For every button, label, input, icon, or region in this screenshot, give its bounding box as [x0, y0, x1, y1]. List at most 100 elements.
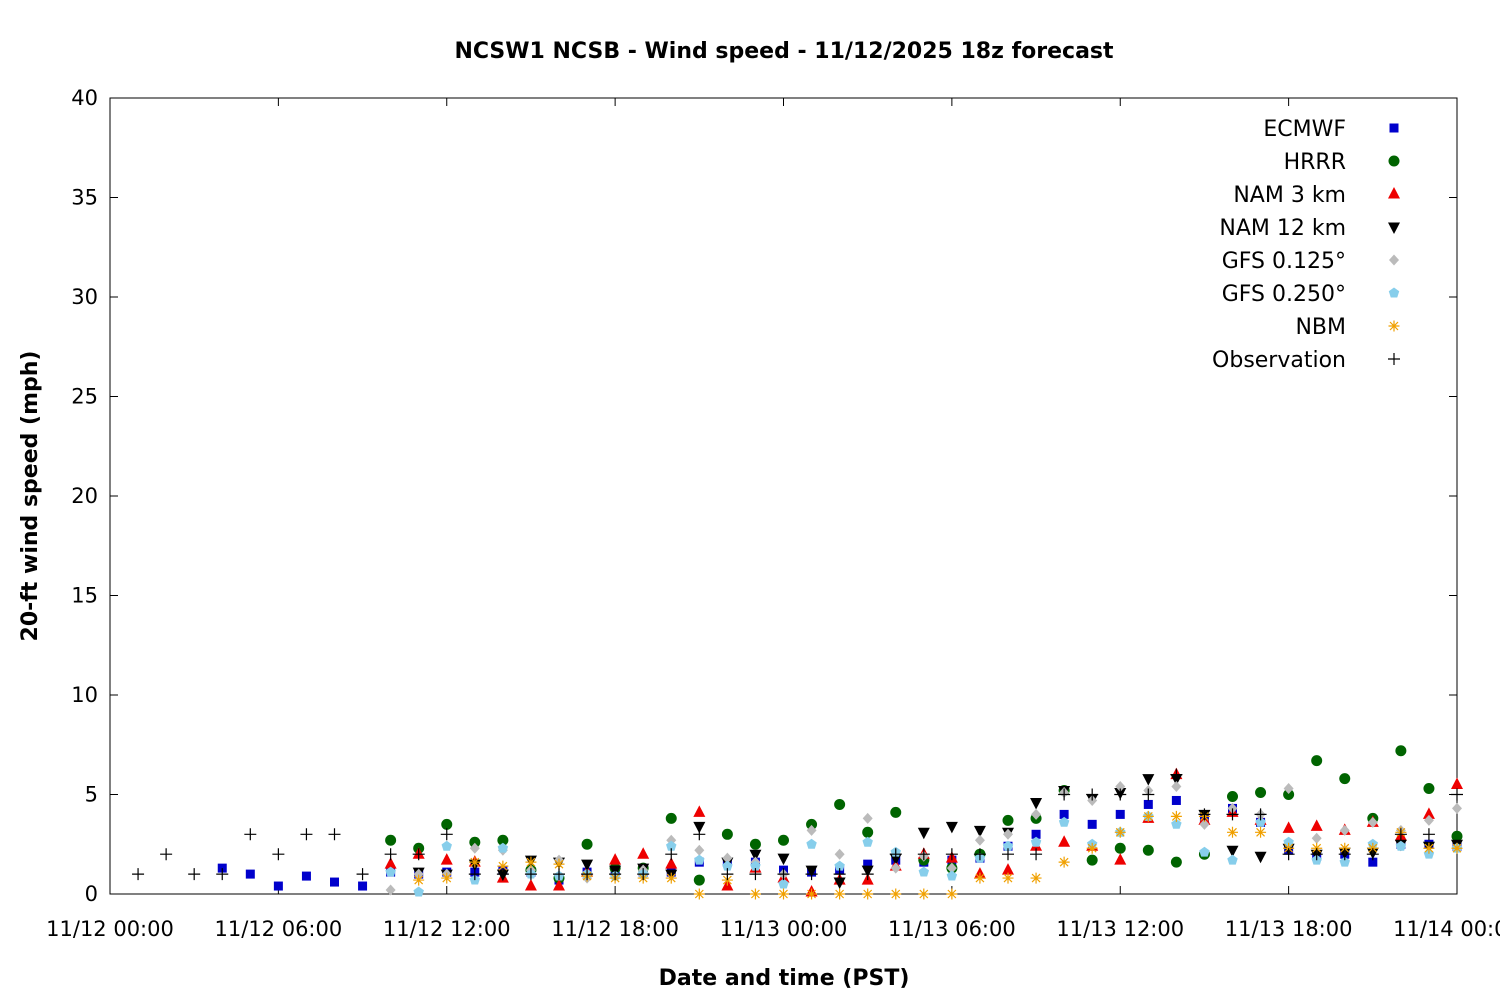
- nbm-point: [778, 888, 789, 900]
- gfs-0-250-point: [1058, 816, 1070, 827]
- observation-point: [272, 848, 285, 861]
- nam-12-km-point: [945, 821, 958, 834]
- y-axis: 0 5 10 15 20 25 30 35 40: [71, 86, 1457, 906]
- legend-marker-gfs-0-125: [1389, 254, 1399, 266]
- observation-point: [1310, 848, 1323, 861]
- nam-12-km-point: [973, 825, 986, 838]
- ecmwf-point: [1059, 809, 1069, 819]
- nam-3-km-point: [524, 879, 537, 891]
- gfs-0-250-point: [666, 840, 677, 851]
- observation-point: [300, 828, 313, 841]
- hrrr-point: [1395, 745, 1407, 757]
- nam-12-km-point: [917, 827, 930, 840]
- legend-label-gfs-0-125: GFS 0.125°: [1222, 249, 1346, 274]
- observation-point: [1198, 808, 1211, 821]
- hrrr-point: [834, 798, 846, 810]
- nam-12-km-point: [1226, 845, 1239, 858]
- ecmwf-point: [1143, 799, 1153, 809]
- gfs-0-125-point: [1423, 814, 1434, 826]
- gfs-0-250-point: [862, 836, 873, 847]
- gfs-0-125-point: [834, 848, 845, 860]
- observation-point: [468, 868, 481, 881]
- nam-12-km-point: [1254, 851, 1267, 864]
- ecmwf-point: [330, 877, 339, 887]
- x-tick-label: 11/13 12:00: [1056, 917, 1184, 941]
- gfs-0-125-point: [1367, 816, 1378, 828]
- legend-label-hrrr: HRRR: [1284, 150, 1346, 175]
- ecmwf-point: [245, 869, 255, 879]
- ecmwf-point: [1115, 809, 1125, 819]
- nbm-point: [553, 858, 565, 870]
- nbm-point: [693, 888, 705, 900]
- nam-3-km-point: [440, 853, 453, 865]
- nbm-point: [946, 888, 958, 900]
- y-tick-label: 40: [71, 86, 98, 110]
- observation-point: [440, 828, 453, 841]
- chart-title: NCSW1 NCSB - Wind speed - 11/12/2025 18z…: [454, 39, 1114, 64]
- observation-point: [1338, 848, 1351, 861]
- gfs-0-250-point: [694, 854, 705, 865]
- ecmwf-point: [1171, 795, 1181, 805]
- observation-point: [1170, 768, 1183, 781]
- gfs-0-250-point: [497, 842, 509, 853]
- data-series: [132, 745, 1463, 900]
- observation-point: [553, 868, 565, 881]
- hrrr-point: [1311, 755, 1323, 767]
- gfs-0-250-point: [1227, 854, 1238, 865]
- nbm-point: [497, 860, 509, 872]
- observation-point: [1002, 848, 1014, 861]
- observation-point: [861, 868, 874, 881]
- nbm-point: [974, 872, 986, 884]
- y-tick-label: 10: [71, 683, 98, 707]
- nam-3-km-point: [1310, 819, 1323, 831]
- observation-point: [637, 868, 650, 881]
- hrrr-point: [1086, 854, 1098, 866]
- x-tick-label: 11/12 12:00: [383, 917, 511, 941]
- observation-point: [1394, 828, 1407, 841]
- observation-point: [496, 868, 509, 881]
- hrrr-point: [1339, 773, 1351, 785]
- observation-point: [581, 868, 594, 881]
- observation-point: [1226, 808, 1239, 821]
- observation-point: [1451, 788, 1463, 801]
- hrrr-point: [778, 834, 789, 846]
- gfs-0-125-point: [1452, 802, 1462, 814]
- x-tick-label: 11/13 06:00: [888, 917, 1016, 941]
- observation-point: [749, 868, 762, 881]
- gfs-0-125-point: [722, 852, 733, 864]
- nam-3-km-point: [1422, 807, 1435, 819]
- hrrr-point: [1170, 856, 1182, 868]
- hrrr-point: [1227, 790, 1238, 802]
- gfs-0-125-point: [385, 884, 396, 896]
- legend-marker-hrrr: [1388, 155, 1400, 167]
- gfs-0-250-point: [918, 866, 930, 877]
- gfs-0-125-point: [1031, 808, 1042, 820]
- gfs-0-250-point: [778, 878, 789, 889]
- gfs-0-250-point: [750, 860, 761, 871]
- observation-point: [833, 868, 846, 881]
- gfs-0-250-point: [1002, 840, 1014, 851]
- x-tick-label: 11/12 18:00: [551, 917, 679, 941]
- hrrr-point: [665, 812, 677, 824]
- observation-point: [1282, 848, 1295, 861]
- gfs-0-250-point: [385, 866, 396, 877]
- y-tick-label: 30: [71, 285, 98, 309]
- series-observation: [132, 768, 1463, 881]
- observation-point: [917, 848, 930, 861]
- series-hrrr: [385, 745, 1463, 886]
- nam-12-km-point: [749, 849, 762, 862]
- hrrr-point: [385, 834, 397, 846]
- legend-marker-observation: [1388, 353, 1400, 365]
- legend-marker-gfs-0-250: [1388, 287, 1400, 298]
- observation-point: [244, 828, 257, 841]
- gfs-0-125-point: [862, 812, 873, 824]
- legend-label-observation: Observation: [1212, 348, 1346, 373]
- nam-3-km-point: [1002, 863, 1014, 875]
- gfs-0-250-point: [946, 870, 958, 881]
- nbm-point: [1227, 826, 1238, 838]
- hrrr-point: [581, 838, 593, 850]
- legend: ECMWF HRRR NAM 3 km NAM 12 km GFS 0.125° GFS …: [1212, 117, 1400, 373]
- hrrr-point: [1283, 789, 1295, 800]
- legend-label-ecmwf: ECMWF: [1263, 117, 1346, 142]
- gfs-0-125-point: [1283, 783, 1294, 795]
